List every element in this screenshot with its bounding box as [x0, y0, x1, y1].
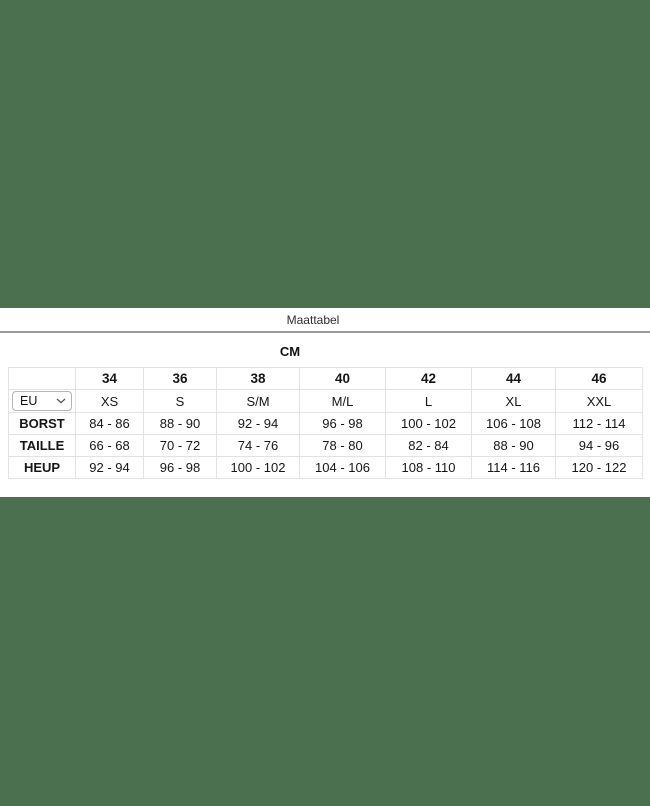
size-number-header: 44 [471, 367, 556, 390]
measure-value: 66 - 68 [75, 434, 144, 457]
measure-label: BORST [8, 412, 76, 435]
measure-value: 88 - 90 [143, 412, 217, 435]
region-select-wrap: EU [12, 391, 72, 411]
measure-value: 94 - 96 [555, 434, 643, 457]
modal-header: Maattabel [0, 308, 650, 333]
size-letter-cell: M/L [299, 389, 386, 413]
size-number-row: 34 36 38 40 42 44 46 [8, 367, 643, 390]
measure-value: 78 - 80 [299, 434, 386, 457]
size-number-header: 42 [385, 367, 472, 390]
measure-value: 106 - 108 [471, 412, 556, 435]
measure-value: 96 - 98 [143, 456, 217, 479]
measure-label: HEUP [8, 456, 76, 479]
measure-value: 82 - 84 [385, 434, 472, 457]
measure-value: 104 - 106 [299, 456, 386, 479]
unit-label: CM [279, 344, 301, 359]
measure-value: 114 - 116 [471, 456, 556, 479]
region-select-cell: EU [8, 389, 76, 413]
measure-row: BORST 84 - 86 88 - 90 92 - 94 96 - 98 100 - 1… [8, 412, 643, 435]
modal-title: Maattabel [286, 312, 340, 327]
size-letter-cell: XL [471, 389, 556, 413]
measure-value: 120 - 122 [555, 456, 643, 479]
size-letter-cell: XXL [555, 389, 643, 413]
size-letter-cell: L [385, 389, 472, 413]
region-select[interactable]: EU [12, 391, 72, 411]
size-number-header: 46 [555, 367, 643, 390]
size-table: 34 36 38 40 42 44 46 EU XS S S/M M/L L XL XXL BORST 84 -… [8, 367, 643, 479]
size-number-header: 38 [216, 367, 300, 390]
measure-value: 92 - 94 [75, 456, 144, 479]
measure-value: 88 - 90 [471, 434, 556, 457]
size-letter-cell: XS [75, 389, 144, 413]
measure-value: 70 - 72 [143, 434, 217, 457]
measure-value: 100 - 102 [385, 412, 472, 435]
measure-value: 108 - 110 [385, 456, 472, 479]
measure-value: 112 - 114 [555, 412, 643, 435]
size-letter-row: EU XS S S/M M/L L XL XXL [8, 389, 643, 413]
size-number-header: 36 [143, 367, 217, 390]
size-number-header: 34 [75, 367, 144, 390]
size-number-header: 40 [299, 367, 386, 390]
measure-value: 100 - 102 [216, 456, 300, 479]
measure-value: 74 - 76 [216, 434, 300, 457]
measure-value: 96 - 98 [299, 412, 386, 435]
measure-value: 92 - 94 [216, 412, 300, 435]
size-letter-cell: S/M [216, 389, 300, 413]
size-chart-panel: Maattabel CM 34 36 38 40 42 44 46 EU XS S S/M M/L L X… [0, 308, 650, 497]
measure-label: TAILLE [8, 434, 76, 457]
measure-row: TAILLE 66 - 68 70 - 72 74 - 76 78 - 80 82 - 8… [8, 434, 643, 457]
corner-cell [8, 367, 76, 390]
size-letter-cell: S [143, 389, 217, 413]
measure-row: HEUP 92 - 94 96 - 98 100 - 102 104 - 106 108 … [8, 456, 643, 479]
measure-value: 84 - 86 [75, 412, 144, 435]
